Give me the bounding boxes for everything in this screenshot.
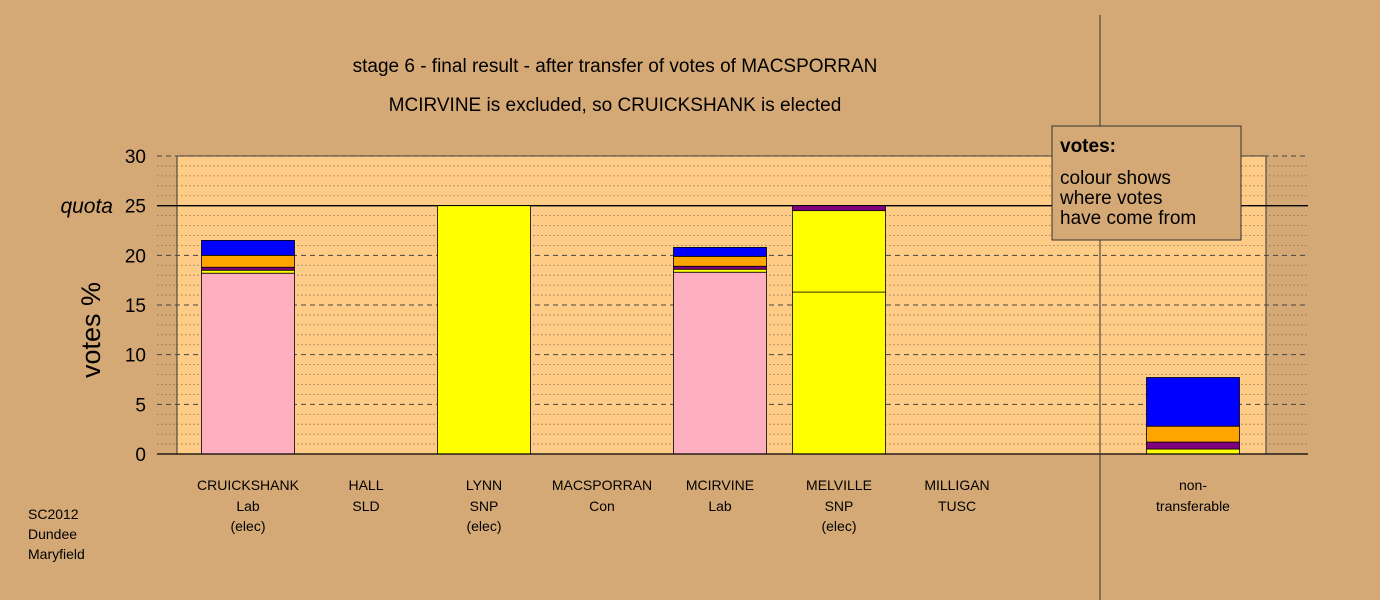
corner-line-2: Dundee	[28, 526, 77, 542]
candidate-name-label: MELVILLE	[806, 477, 872, 493]
candidate-status-label: (elec)	[466, 518, 501, 534]
candidate-party-label: SNP	[825, 498, 854, 514]
bar-cruickshank-segment-lab	[201, 272, 295, 455]
quota-label: quota	[60, 195, 113, 218]
y-tick-label: 10	[125, 346, 146, 367]
candidate-party-label: SNP	[470, 498, 499, 514]
candidate-name-label: MACSPORRAN	[552, 477, 652, 493]
nontransferable-label: transferable	[1156, 498, 1230, 514]
bar-melville-segment-snp	[792, 210, 886, 293]
candidate-status-label: (elec)	[821, 518, 856, 534]
nontransferable-label: non-	[1179, 477, 1207, 493]
bar-cruickshank-segment-con	[201, 240, 295, 256]
bar-nontransferable-segment-tusc	[1146, 441, 1240, 450]
legend-box: votes: colour shows where votes have com…	[1051, 125, 1242, 241]
candidate-name-label: CRUICKSHANK	[197, 477, 300, 493]
legend-line-2: where votes	[1059, 188, 1162, 209]
bar-mcirvine-segment-snp	[673, 268, 767, 273]
corner-line-1: SC2012	[28, 506, 79, 522]
y-tick-label: 30	[125, 147, 146, 168]
bar-melville-segment-tusc	[792, 205, 886, 212]
chart-title: stage 6 - final result - after transfer …	[353, 56, 878, 77]
candidate-name-label: HALL	[348, 477, 383, 493]
corner-info: SC2012 Dundee Maryfield	[28, 506, 85, 562]
y-axis-label: votes %	[76, 282, 106, 378]
bar-mcirvine-segment-lab	[673, 271, 767, 455]
candidate-party-label: SLD	[352, 498, 379, 514]
bar-mcirvine-segment-tusc	[673, 265, 767, 270]
candidate-name-label: LYNN	[466, 477, 502, 493]
candidate-name-label: MCIRVINE	[686, 477, 754, 493]
y-tick-label: 15	[125, 296, 146, 317]
y-tick-label: 0	[135, 445, 146, 466]
candidate-name-label: MILLIGAN	[924, 477, 989, 493]
bar-cruickshank-segment-sld	[201, 254, 295, 268]
y-tick-label: 25	[125, 197, 146, 218]
legend-line-1: colour shows	[1060, 168, 1171, 189]
candidate-party-label: Lab	[236, 498, 260, 514]
legend-line-3: have come from	[1060, 208, 1196, 229]
corner-line-3: Maryfield	[28, 546, 85, 562]
bar-mcirvine-segment-sld	[673, 255, 767, 267]
y-tick-label: 5	[135, 395, 146, 416]
bar-lynn-segment-snp	[437, 205, 531, 455]
bar-nontransferable-segment-snp	[1146, 448, 1240, 455]
candidate-party-label: Lab	[708, 498, 732, 514]
bar-mcirvine-segment-con	[673, 246, 767, 257]
y-tick-label: 20	[125, 246, 146, 267]
bar-nontransferable-segment-sld	[1146, 425, 1240, 443]
bar-cruickshank-segment-snp	[201, 269, 295, 274]
bar-nontransferable-segment-con	[1146, 377, 1240, 427]
chart-subtitle: MCIRVINE is excluded, so CRUICKSHANK is …	[389, 95, 842, 116]
candidate-party-label: Con	[589, 498, 615, 514]
candidate-party-label: TUSC	[938, 498, 976, 514]
legend-title: votes:	[1060, 136, 1116, 157]
bar-cruickshank-segment-tusc	[201, 266, 295, 271]
bar-melville-segment-snp	[792, 291, 886, 455]
candidate-status-label: (elec)	[230, 518, 265, 534]
